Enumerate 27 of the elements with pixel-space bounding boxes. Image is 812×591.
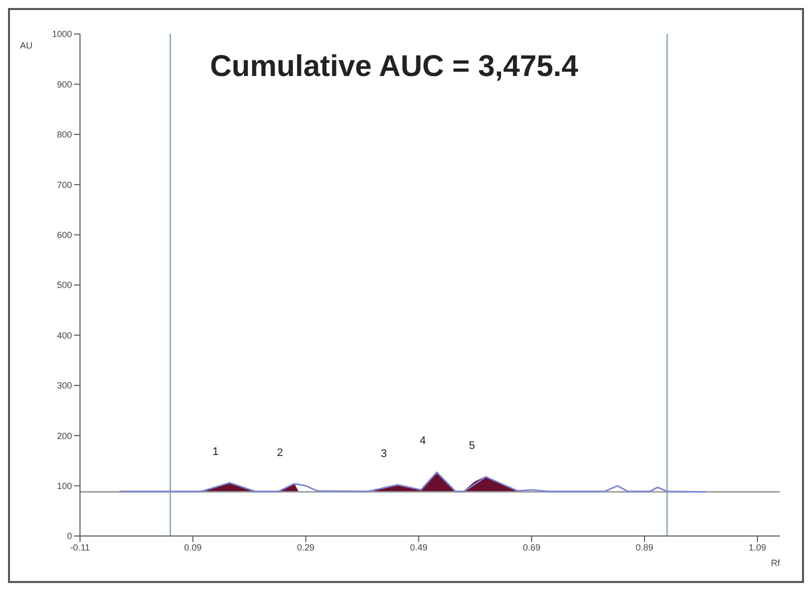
x-tick-label: 0.09 — [184, 542, 202, 552]
line-series — [118, 471, 708, 493]
x-tick-label: 0.29 — [297, 542, 315, 552]
y-tick-label: 100 — [56, 480, 72, 491]
x-tick-label: -0.11 — [70, 542, 90, 552]
text: Cumulative AUC = 3,475.4 — [210, 50, 578, 84]
y-tick-label: 400 — [56, 330, 72, 340]
annotation: 1 — [212, 446, 219, 458]
y-tick-label: 0 — [66, 531, 72, 542]
y-tick-label: 200 — [56, 430, 72, 441]
annotation: 2 — [276, 446, 284, 459]
y-tick-label: 800 — [56, 130, 72, 140]
y-tick-label: 600 — [56, 230, 72, 240]
y-axis-title: AU — [20, 40, 33, 50]
annotation: 4 — [420, 435, 426, 448]
x-tick-label: 1.09 — [748, 542, 766, 552]
annotation: 3 — [380, 448, 387, 460]
x-axis-title: Rf — [771, 558, 780, 568]
y-tick-label: 500 — [56, 280, 72, 290]
y-tick-label: 1000 — [52, 29, 72, 40]
x-tick-label: 0.49 — [410, 542, 428, 552]
y-tick-label: 300 — [56, 380, 72, 391]
annotation: 5 — [468, 440, 475, 452]
x-tick-label: 0.69 — [522, 542, 540, 552]
x-tick-label: 0.89 — [636, 542, 654, 552]
y-tick-label: 900 — [56, 79, 72, 90]
y-tick-label: 700 — [56, 180, 72, 190]
